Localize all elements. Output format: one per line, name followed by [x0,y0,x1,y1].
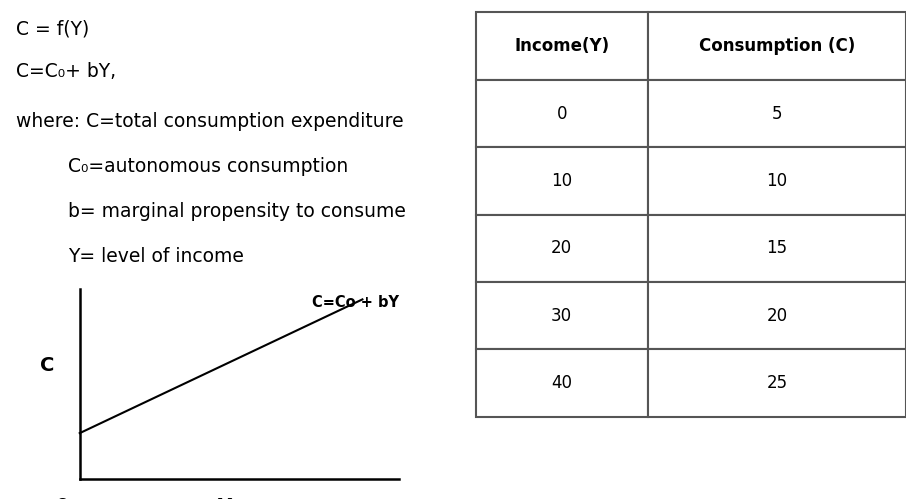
Text: 30: 30 [551,306,573,325]
Text: 20: 20 [551,239,573,257]
Bar [648,147,906,215]
Bar [648,349,906,417]
Text: 20: 20 [766,306,787,325]
Text: 10: 10 [551,172,573,190]
Text: 25: 25 [766,374,787,392]
Text: 15: 15 [766,239,787,257]
Text: C=C₀+ bY,: C=C₀+ bY, [16,62,117,81]
Bar [648,12,906,80]
Text: C = f(Y): C = f(Y) [16,20,90,39]
Bar [476,349,648,417]
Bar [476,12,648,80]
Text: b= marginal propensity to consume: b= marginal propensity to consume [68,202,406,221]
Bar [648,215,906,282]
Text: C₀=autonomous consumption: C₀=autonomous consumption [68,157,348,176]
Text: Y= level of income: Y= level of income [68,247,244,266]
Text: 5: 5 [772,104,782,123]
Text: C=Co + bY: C=Co + bY [312,295,399,310]
Text: Income(Y): Income(Y) [515,37,609,55]
Text: Consumption (C): Consumption (C) [699,37,855,55]
Text: where: C=total consumption expenditure: where: C=total consumption expenditure [16,112,404,131]
Text: 0: 0 [55,497,68,499]
Text: C: C [40,356,54,375]
Text: 40: 40 [551,374,573,392]
Bar [476,80,648,147]
Bar [648,282,906,349]
Text: 0: 0 [556,104,567,123]
Bar [476,282,648,349]
Text: 10: 10 [766,172,787,190]
Bar [476,147,648,215]
Bar [648,80,906,147]
Text: Y: Y [217,497,232,499]
Bar [476,215,648,282]
